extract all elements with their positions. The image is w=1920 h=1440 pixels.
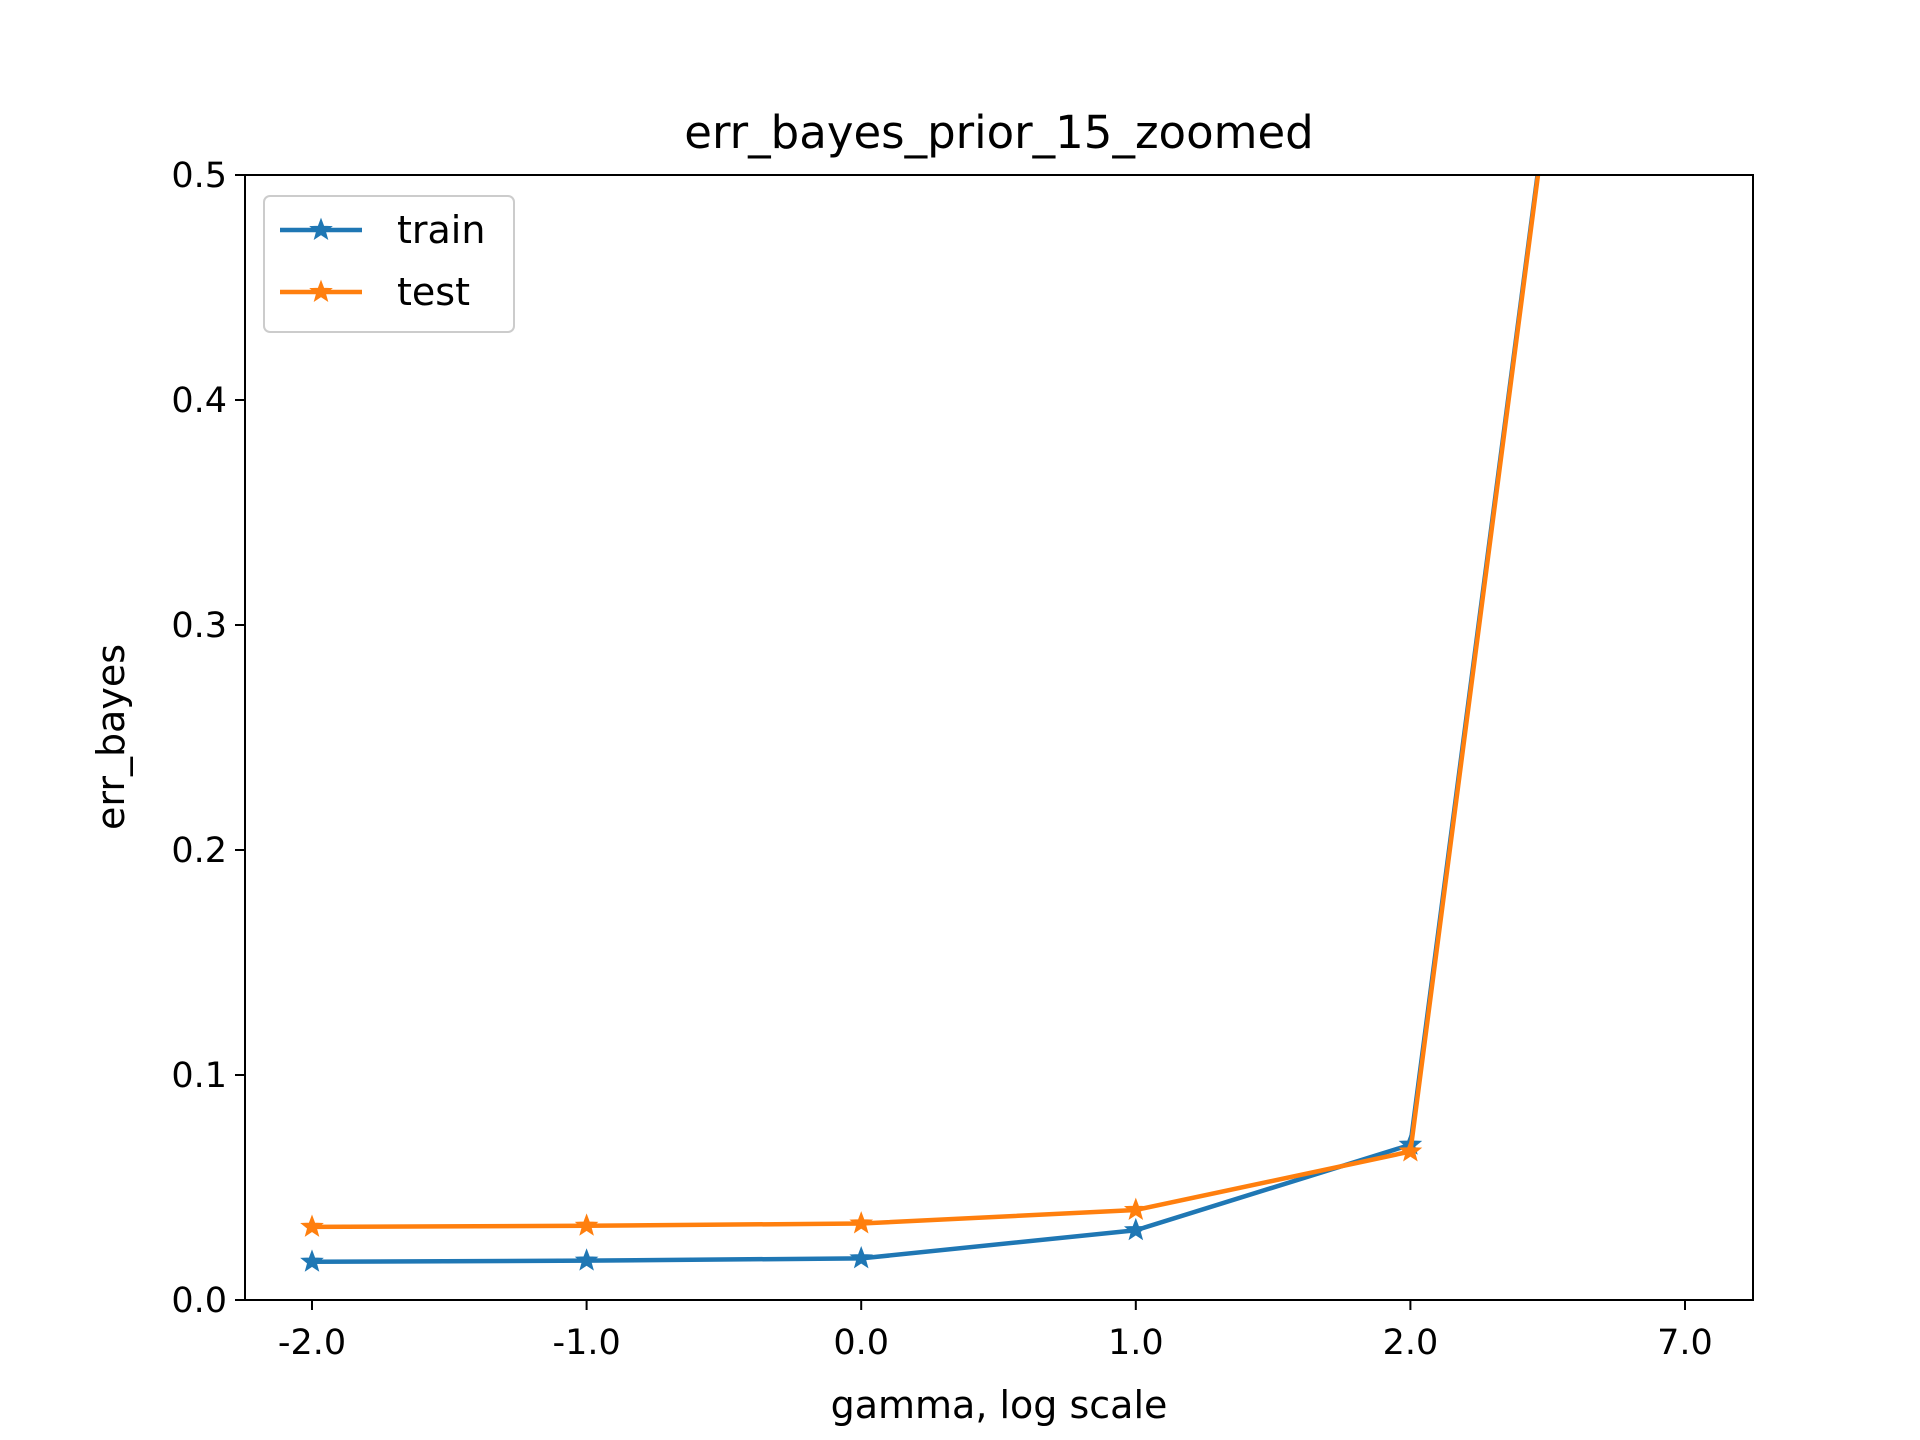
y-tick-label: 0.2 (171, 831, 227, 871)
series-point-test (574, 1213, 599, 1236)
y-tick-label: 0.5 (171, 156, 227, 196)
y-tick-label: 0.4 (171, 381, 227, 421)
series-layer (300, 175, 1541, 1272)
legend-marker-test (309, 279, 333, 303)
y-axis-label: err_bayes (89, 644, 133, 830)
series-point-test (300, 1214, 324, 1237)
series-point-test (1398, 1139, 1423, 1162)
x-tick-label: 0.0 (833, 1323, 889, 1363)
y-tick-label: 0.3 (171, 606, 227, 646)
series-point-train (300, 1249, 324, 1272)
legend: train test (263, 195, 515, 333)
x-tick-label: 1.0 (1108, 1323, 1164, 1363)
plot-area (245, 175, 1753, 1300)
series-point-train (574, 1248, 599, 1271)
y-tick-label: 0.0 (171, 1281, 227, 1321)
series-point-test (849, 1211, 874, 1234)
legend-label-test: test (397, 270, 470, 314)
series-point-train (1123, 1217, 1148, 1241)
series-point-test (1123, 1197, 1148, 1221)
series-point-train (849, 1245, 874, 1269)
series-line-test (311, 175, 1541, 1230)
x-axis-label: gamma, log scale (831, 1383, 1168, 1427)
legend-label-train: train (397, 208, 485, 252)
x-tick-label: -1.0 (552, 1323, 620, 1363)
x-axis: -2.0 -1.0 0.0 1.0 2.0 7.0 (278, 1300, 1713, 1363)
chart-title: err_bayes_prior_15_zoomed (684, 106, 1313, 159)
plot-frame (244, 174, 1754, 1301)
y-axis: 0.0 0.1 0.2 0.3 0.4 0.5 (171, 156, 245, 1321)
y-tick-label: 0.1 (171, 1056, 227, 1096)
x-tick-label: 7.0 (1657, 1323, 1713, 1363)
x-tick-label: -2.0 (278, 1323, 346, 1363)
x-tick-label: 2.0 (1383, 1323, 1439, 1363)
legend-marker-train (309, 217, 333, 241)
